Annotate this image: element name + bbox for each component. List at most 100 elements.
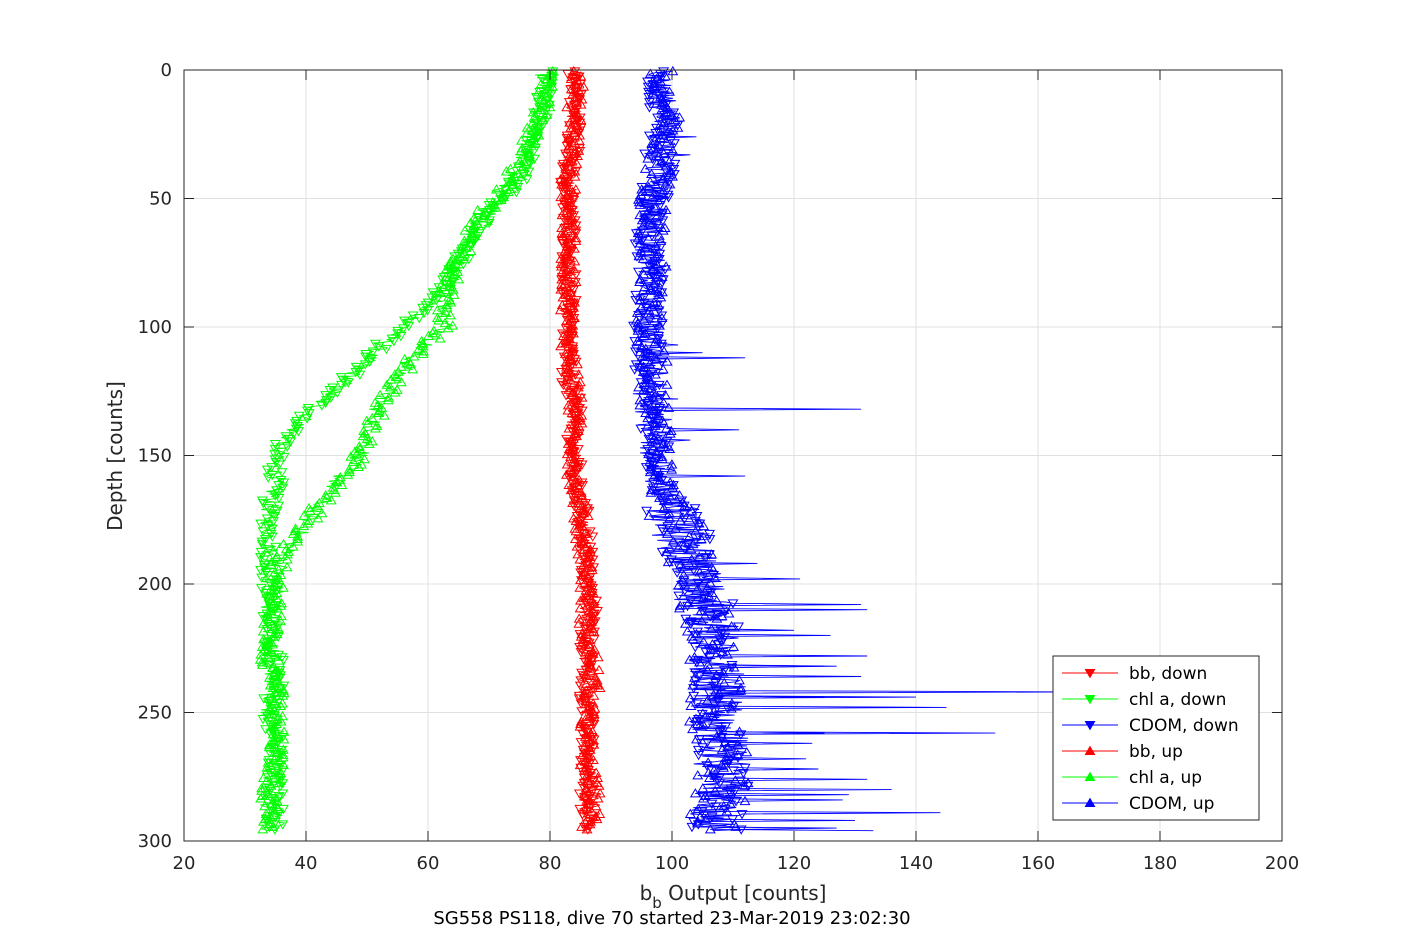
data-point-marker bbox=[570, 276, 582, 286]
data-point-marker bbox=[701, 582, 713, 592]
data-point-marker bbox=[374, 389, 386, 400]
data-point-marker bbox=[561, 260, 573, 270]
data-point-marker bbox=[439, 317, 451, 328]
legend-box bbox=[1052, 655, 1260, 821]
data-point-marker bbox=[267, 631, 279, 641]
data-point-marker bbox=[278, 538, 290, 549]
data-point-marker bbox=[642, 153, 654, 163]
data-point-marker bbox=[383, 392, 395, 402]
data-point-marker bbox=[255, 519, 267, 529]
data-point-marker bbox=[701, 695, 713, 705]
data-point-marker bbox=[689, 651, 700, 662]
data-point-marker bbox=[593, 664, 605, 675]
data-point-marker bbox=[440, 271, 452, 281]
data-point-marker bbox=[293, 427, 305, 437]
data-point-marker bbox=[692, 770, 704, 780]
data-point-marker bbox=[433, 315, 445, 325]
data-point-marker bbox=[739, 763, 751, 774]
data-point-marker bbox=[647, 387, 659, 397]
data-point-marker bbox=[325, 393, 337, 404]
data-point-marker bbox=[579, 790, 591, 800]
data-point-marker bbox=[278, 478, 290, 488]
data-point-marker bbox=[311, 500, 323, 510]
data-point-marker bbox=[266, 524, 278, 535]
data-point-marker bbox=[588, 739, 600, 749]
data-point-marker bbox=[472, 204, 484, 215]
data-point-marker bbox=[662, 190, 674, 201]
data-point-marker bbox=[681, 626, 693, 636]
data-point-marker bbox=[700, 813, 712, 824]
data-point-marker bbox=[572, 382, 584, 392]
data-point-marker bbox=[399, 353, 411, 364]
x-tick-label: 160 bbox=[1021, 853, 1055, 874]
data-point-marker bbox=[714, 779, 726, 789]
data-point-marker bbox=[350, 362, 362, 373]
data-point-marker bbox=[273, 493, 285, 504]
data-point-marker bbox=[264, 739, 276, 749]
data-point-marker bbox=[720, 722, 732, 732]
data-point-marker bbox=[629, 365, 641, 375]
data-point-marker bbox=[518, 170, 530, 180]
data-point-marker bbox=[576, 520, 588, 531]
data-point-marker bbox=[568, 263, 580, 274]
data-point-marker bbox=[567, 466, 579, 477]
data-point-marker bbox=[656, 271, 668, 281]
data-point-marker bbox=[640, 343, 652, 353]
data-point-marker bbox=[727, 766, 739, 776]
data-point-marker bbox=[588, 717, 600, 727]
data-point-marker bbox=[656, 451, 668, 461]
data-point-marker bbox=[385, 374, 397, 384]
data-point-marker bbox=[288, 429, 300, 440]
data-point-marker bbox=[327, 383, 339, 393]
data-point-marker bbox=[646, 168, 657, 179]
data-point-marker bbox=[479, 207, 491, 217]
data-point-marker bbox=[667, 536, 679, 546]
data-point-marker bbox=[682, 597, 694, 608]
data-point-marker bbox=[642, 207, 653, 217]
data-point-marker bbox=[579, 741, 591, 752]
data-point-marker bbox=[263, 636, 275, 646]
data-point-marker bbox=[264, 703, 276, 713]
x-tick-label: 80 bbox=[539, 853, 562, 874]
data-point-marker bbox=[256, 537, 268, 547]
data-point-marker bbox=[556, 179, 568, 189]
data-point-marker bbox=[456, 250, 468, 261]
data-point-marker bbox=[570, 226, 582, 236]
data-point-marker bbox=[586, 561, 598, 572]
data-point-marker bbox=[577, 538, 589, 549]
data-point-marker bbox=[656, 155, 668, 166]
data-point-marker bbox=[573, 420, 585, 430]
data-point-marker bbox=[574, 721, 586, 731]
data-point-marker bbox=[656, 547, 668, 558]
data-point-marker bbox=[655, 292, 667, 302]
data-point-marker bbox=[275, 767, 287, 777]
data-point-marker bbox=[427, 288, 439, 298]
data-point-marker bbox=[685, 543, 697, 554]
data-point-marker bbox=[256, 657, 268, 667]
data-point-marker bbox=[647, 405, 659, 415]
data-point-marker bbox=[631, 307, 643, 317]
data-point-marker bbox=[256, 785, 268, 795]
data-point-marker bbox=[357, 430, 369, 441]
data-point-marker bbox=[639, 149, 651, 159]
data-point-marker bbox=[591, 675, 603, 685]
data-point-marker bbox=[273, 650, 285, 661]
data-point-marker bbox=[647, 392, 659, 402]
data-point-marker bbox=[644, 310, 656, 320]
data-point-marker bbox=[579, 528, 591, 538]
data-point-marker bbox=[703, 767, 715, 777]
data-point-marker bbox=[448, 289, 460, 299]
data-point-marker bbox=[266, 532, 278, 542]
x-tick-label: 40 bbox=[295, 853, 318, 874]
data-point-marker bbox=[278, 759, 290, 770]
data-point-marker bbox=[653, 150, 665, 161]
data-point-marker bbox=[561, 356, 573, 366]
data-point-marker bbox=[575, 565, 587, 576]
data-point-marker bbox=[638, 330, 650, 340]
data-point-marker bbox=[592, 651, 604, 662]
legend-marker bbox=[1084, 771, 1096, 781]
data-point-marker bbox=[706, 549, 718, 559]
data-point-marker bbox=[563, 250, 575, 261]
data-point-marker bbox=[591, 596, 602, 607]
data-point-marker bbox=[528, 147, 540, 157]
